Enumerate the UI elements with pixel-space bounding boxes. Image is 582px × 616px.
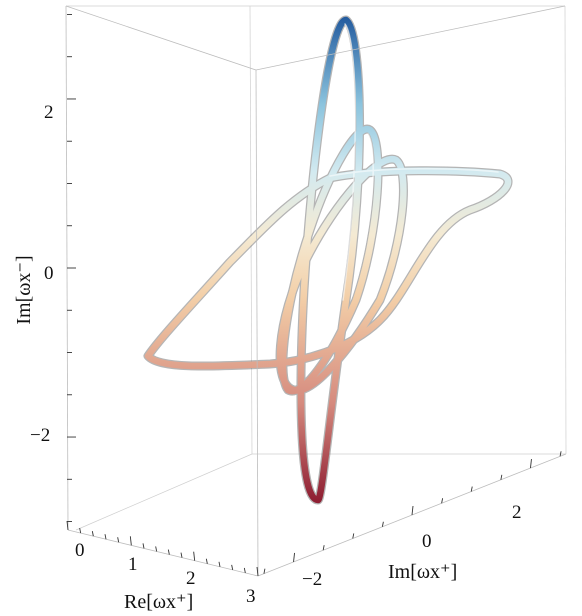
y-minor-tick (500, 474, 503, 480)
y-axis-label: Im[ωx⁺] (388, 561, 457, 583)
x-tick-label: 1 (128, 554, 138, 575)
bounding-box-front (65, 5, 567, 577)
tube-highlight (329, 23, 499, 301)
y-axis-tick-labels: −2 0 2 (302, 502, 522, 590)
loop-4-outline (143, 166, 513, 371)
loop-1 (297, 16, 363, 504)
x-minor-tick (167, 549, 170, 555)
loop-2-highlight (351, 133, 374, 297)
z-axis-label: Im[ωx⁻] (13, 255, 35, 324)
y-major-tick (411, 505, 414, 516)
loop-1-highlight (342, 23, 357, 301)
y-tick-label: 2 (512, 502, 522, 523)
box-edge (255, 5, 566, 71)
box-edge-x-axis (67, 529, 259, 577)
y-minor-tick (441, 498, 444, 504)
x-tick-label: 3 (246, 586, 256, 607)
loop-3 (276, 155, 407, 394)
y-tick-label: −2 (302, 569, 322, 590)
axis-ticks (66, 14, 562, 577)
x-minor-tick (117, 537, 120, 543)
x-tick-label: 0 (75, 540, 85, 561)
y-minor-tick (352, 533, 355, 539)
x-minor-tick (155, 546, 158, 552)
y-major-tick (293, 552, 295, 562)
z-tick-label: −2 (30, 425, 50, 446)
x-major-tick (193, 551, 196, 561)
box-edge (65, 5, 257, 71)
tube-curves (143, 15, 513, 505)
y-minor-tick (263, 568, 266, 574)
y-minor-tick (381, 521, 384, 527)
box-edge (75, 453, 253, 531)
x-major-tick (256, 566, 259, 577)
bounding-box-back (66, 5, 567, 531)
x-axis-label: Re[ωx⁺] (124, 591, 193, 613)
y-minor-tick (322, 545, 325, 551)
x-minor-tick (218, 561, 221, 567)
x-minor-tick (180, 552, 183, 558)
x-major-tick (129, 536, 132, 546)
x-tick-label: 2 (186, 568, 196, 589)
loop-4-highlight (329, 167, 499, 177)
x-minor-tick (91, 531, 94, 537)
x-minor-tick (142, 543, 145, 549)
box-edge (249, 5, 253, 455)
box-edge (255, 69, 259, 577)
z-axis-tick-labels: 2 0 −2 (30, 102, 54, 446)
y-minor-tick (470, 486, 473, 492)
x-major-tick (66, 520, 69, 531)
z-tick-label: 2 (44, 102, 54, 123)
x-minor-tick (243, 567, 246, 574)
z-tick-label: 0 (44, 263, 54, 284)
x-minor-tick (104, 534, 107, 540)
box-edge (564, 5, 567, 455)
x-minor-tick (79, 527, 82, 534)
x-minor-tick (205, 558, 208, 564)
y-minor-tick (559, 451, 562, 457)
x-minor-tick (231, 564, 234, 570)
y-tick-label: 0 (422, 531, 432, 552)
tube-body (144, 16, 512, 504)
y-major-tick (530, 459, 532, 469)
x-axis-tick-labels: 0 1 2 3 (75, 540, 256, 607)
loop-4 (144, 167, 512, 370)
